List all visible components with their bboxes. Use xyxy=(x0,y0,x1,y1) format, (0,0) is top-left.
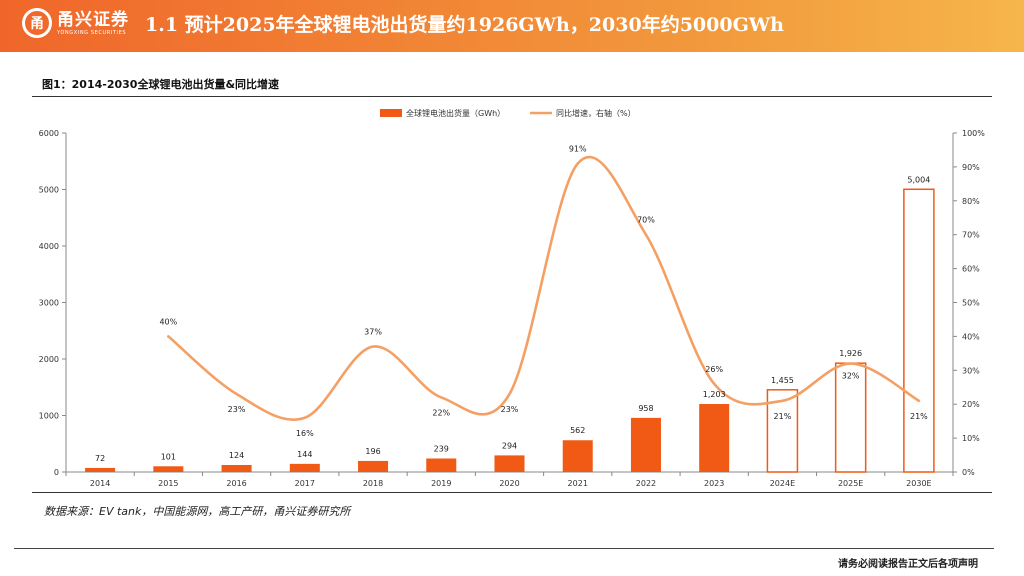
x-tick-label: 2030E xyxy=(906,479,931,488)
legend-label-line: 同比增速，右轴（%） xyxy=(556,108,636,118)
page-title: 1.1 预计2025年全球锂电池出货量约1926GWh，2030年约5000GW… xyxy=(145,14,784,36)
bar xyxy=(153,466,184,472)
y-left-tick-label: 2000 xyxy=(39,355,59,364)
x-tick-label: 2015 xyxy=(158,479,178,488)
bar-value-label: 196 xyxy=(365,447,380,456)
bar xyxy=(699,404,730,472)
bar-value-label: 1,455 xyxy=(771,376,794,385)
growth-value-label: 21% xyxy=(910,412,928,421)
y-right-tick-label: 50% xyxy=(962,299,980,308)
bar xyxy=(289,463,320,472)
y-right-tick-label: 0% xyxy=(962,468,975,477)
bar-value-label: 958 xyxy=(638,404,653,413)
growth-value-label: 22% xyxy=(432,408,450,417)
bar xyxy=(426,458,457,472)
bar xyxy=(221,464,252,472)
growth-value-label: 32% xyxy=(842,372,860,381)
brand-logo-icon: 甬 xyxy=(22,8,52,38)
y-right-tick-label: 40% xyxy=(962,332,980,341)
figure-top-rule xyxy=(32,96,992,97)
growth-value-label: 26% xyxy=(705,365,723,374)
data-source: 数据来源：EV tank，中国能源网，高工产研，甬兴证券研究所 xyxy=(44,505,351,518)
x-tick-label: 2016 xyxy=(226,479,246,488)
bar-value-label: 72 xyxy=(95,454,105,463)
bar-value-label: 144 xyxy=(297,450,312,459)
y-right-tick-label: 60% xyxy=(962,265,980,274)
bar-value-label: 562 xyxy=(570,426,585,435)
y-right-tick-label: 20% xyxy=(962,400,980,409)
disclaimer: 请务必阅读报告正文后各项声明 xyxy=(838,559,978,570)
growth-value-label: 91% xyxy=(569,145,587,154)
x-tick-label: 2018 xyxy=(363,479,383,488)
bar-value-label: 101 xyxy=(161,452,176,461)
bar-value-label: 5,004 xyxy=(907,175,930,184)
x-tick-label: 2019 xyxy=(431,479,451,488)
growth-value-label: 37% xyxy=(364,328,382,337)
growth-value-label: 23% xyxy=(501,405,519,414)
x-tick-label: 2023 xyxy=(704,479,724,488)
y-right-tick-label: 80% xyxy=(962,197,980,206)
growth-value-label: 23% xyxy=(228,405,246,414)
brand-logo: 甬 甬兴证券 YONGXING SECURITIES xyxy=(22,8,129,38)
x-tick-label: 2020 xyxy=(499,479,519,488)
growth-line xyxy=(167,155,921,421)
figure-title: 图1：2014-2030全球锂电池出货量&同比增速 xyxy=(42,78,280,91)
bar xyxy=(562,440,593,472)
bar-value-label: 294 xyxy=(502,441,517,450)
brand-name: 甬兴证券 xyxy=(57,9,129,30)
y-left-tick-label: 5000 xyxy=(39,186,59,195)
y-right-tick-label: 70% xyxy=(962,231,980,240)
footer-rule xyxy=(14,548,994,549)
x-tick-label: 2014 xyxy=(90,479,110,488)
growth-value-label: 70% xyxy=(637,216,655,225)
bar-forecast xyxy=(903,188,935,473)
y-left-tick-label: 0 xyxy=(54,468,59,477)
x-tick-label: 2022 xyxy=(636,479,656,488)
bar-value-label: 124 xyxy=(229,451,244,460)
legend-label-bar: 全球锂电池出货量（GWh） xyxy=(406,108,505,118)
y-right-tick-label: 10% xyxy=(962,434,980,443)
header-banner: 甬 甬兴证券 YONGXING SECURITIES 1.1 预计2025年全球… xyxy=(0,0,1024,52)
legend-swatch-bar xyxy=(380,109,402,117)
bar-forecast xyxy=(834,362,867,473)
bar-value-label: 239 xyxy=(434,444,449,453)
bar-value-label: 1,926 xyxy=(839,349,862,358)
bar xyxy=(358,460,389,472)
bar xyxy=(630,417,661,472)
brand-name-en: YONGXING SECURITIES xyxy=(57,29,127,36)
growth-value-label: 40% xyxy=(159,317,177,326)
growth-value-label: 21% xyxy=(774,412,792,421)
y-left-tick-label: 4000 xyxy=(39,242,59,251)
x-tick-label: 2021 xyxy=(568,479,588,488)
x-tick-label: 2024E xyxy=(770,479,795,488)
y-left-tick-label: 1000 xyxy=(39,412,59,421)
bar xyxy=(494,455,525,472)
figure-bottom-rule xyxy=(32,492,992,493)
growth-value-label: 16% xyxy=(296,429,314,438)
y-left-tick-label: 6000 xyxy=(39,129,59,138)
y-left-tick-label: 3000 xyxy=(39,299,59,308)
y-right-tick-label: 100% xyxy=(962,129,985,138)
y-right-tick-label: 30% xyxy=(962,366,980,375)
bar-value-label: 1,203 xyxy=(703,390,726,399)
x-tick-label: 2017 xyxy=(295,479,315,488)
x-tick-label: 2025E xyxy=(838,479,863,488)
bar xyxy=(85,467,116,472)
y-right-tick-label: 90% xyxy=(962,163,980,172)
